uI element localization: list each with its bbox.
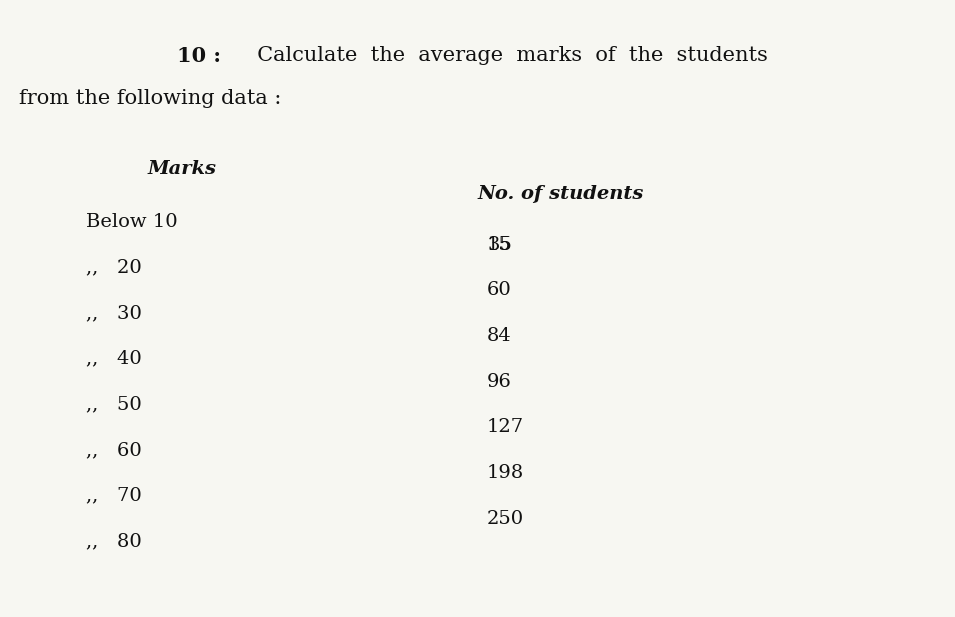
Text: 198: 198: [487, 464, 524, 482]
Text: 10 :: 10 :: [177, 46, 221, 66]
Text: 96: 96: [487, 373, 512, 391]
Text: Below 10: Below 10: [86, 213, 178, 231]
Text: ,,   50: ,, 50: [86, 395, 141, 413]
Text: Marks: Marks: [148, 160, 217, 178]
Text: ,,   40: ,, 40: [86, 350, 141, 368]
Text: ,,   20: ,, 20: [86, 259, 141, 276]
Text: ,,   70: ,, 70: [86, 487, 141, 505]
Text: 60: 60: [487, 281, 512, 299]
Text: from the following data :: from the following data :: [19, 89, 282, 109]
Text: 15: 15: [487, 236, 512, 254]
Text: 127: 127: [487, 418, 524, 436]
Text: No. of students: No. of students: [478, 185, 644, 203]
Text: 250: 250: [487, 510, 524, 528]
Text: ,,   60: ,, 60: [86, 441, 141, 459]
Text: 84: 84: [487, 327, 512, 345]
Text: ,,   30: ,, 30: [86, 304, 142, 322]
Text: 35: 35: [487, 236, 512, 254]
Text: ,,   80: ,, 80: [86, 532, 141, 550]
Text: Calculate  the  average  marks  of  the  students: Calculate the average marks of the stude…: [244, 46, 768, 65]
